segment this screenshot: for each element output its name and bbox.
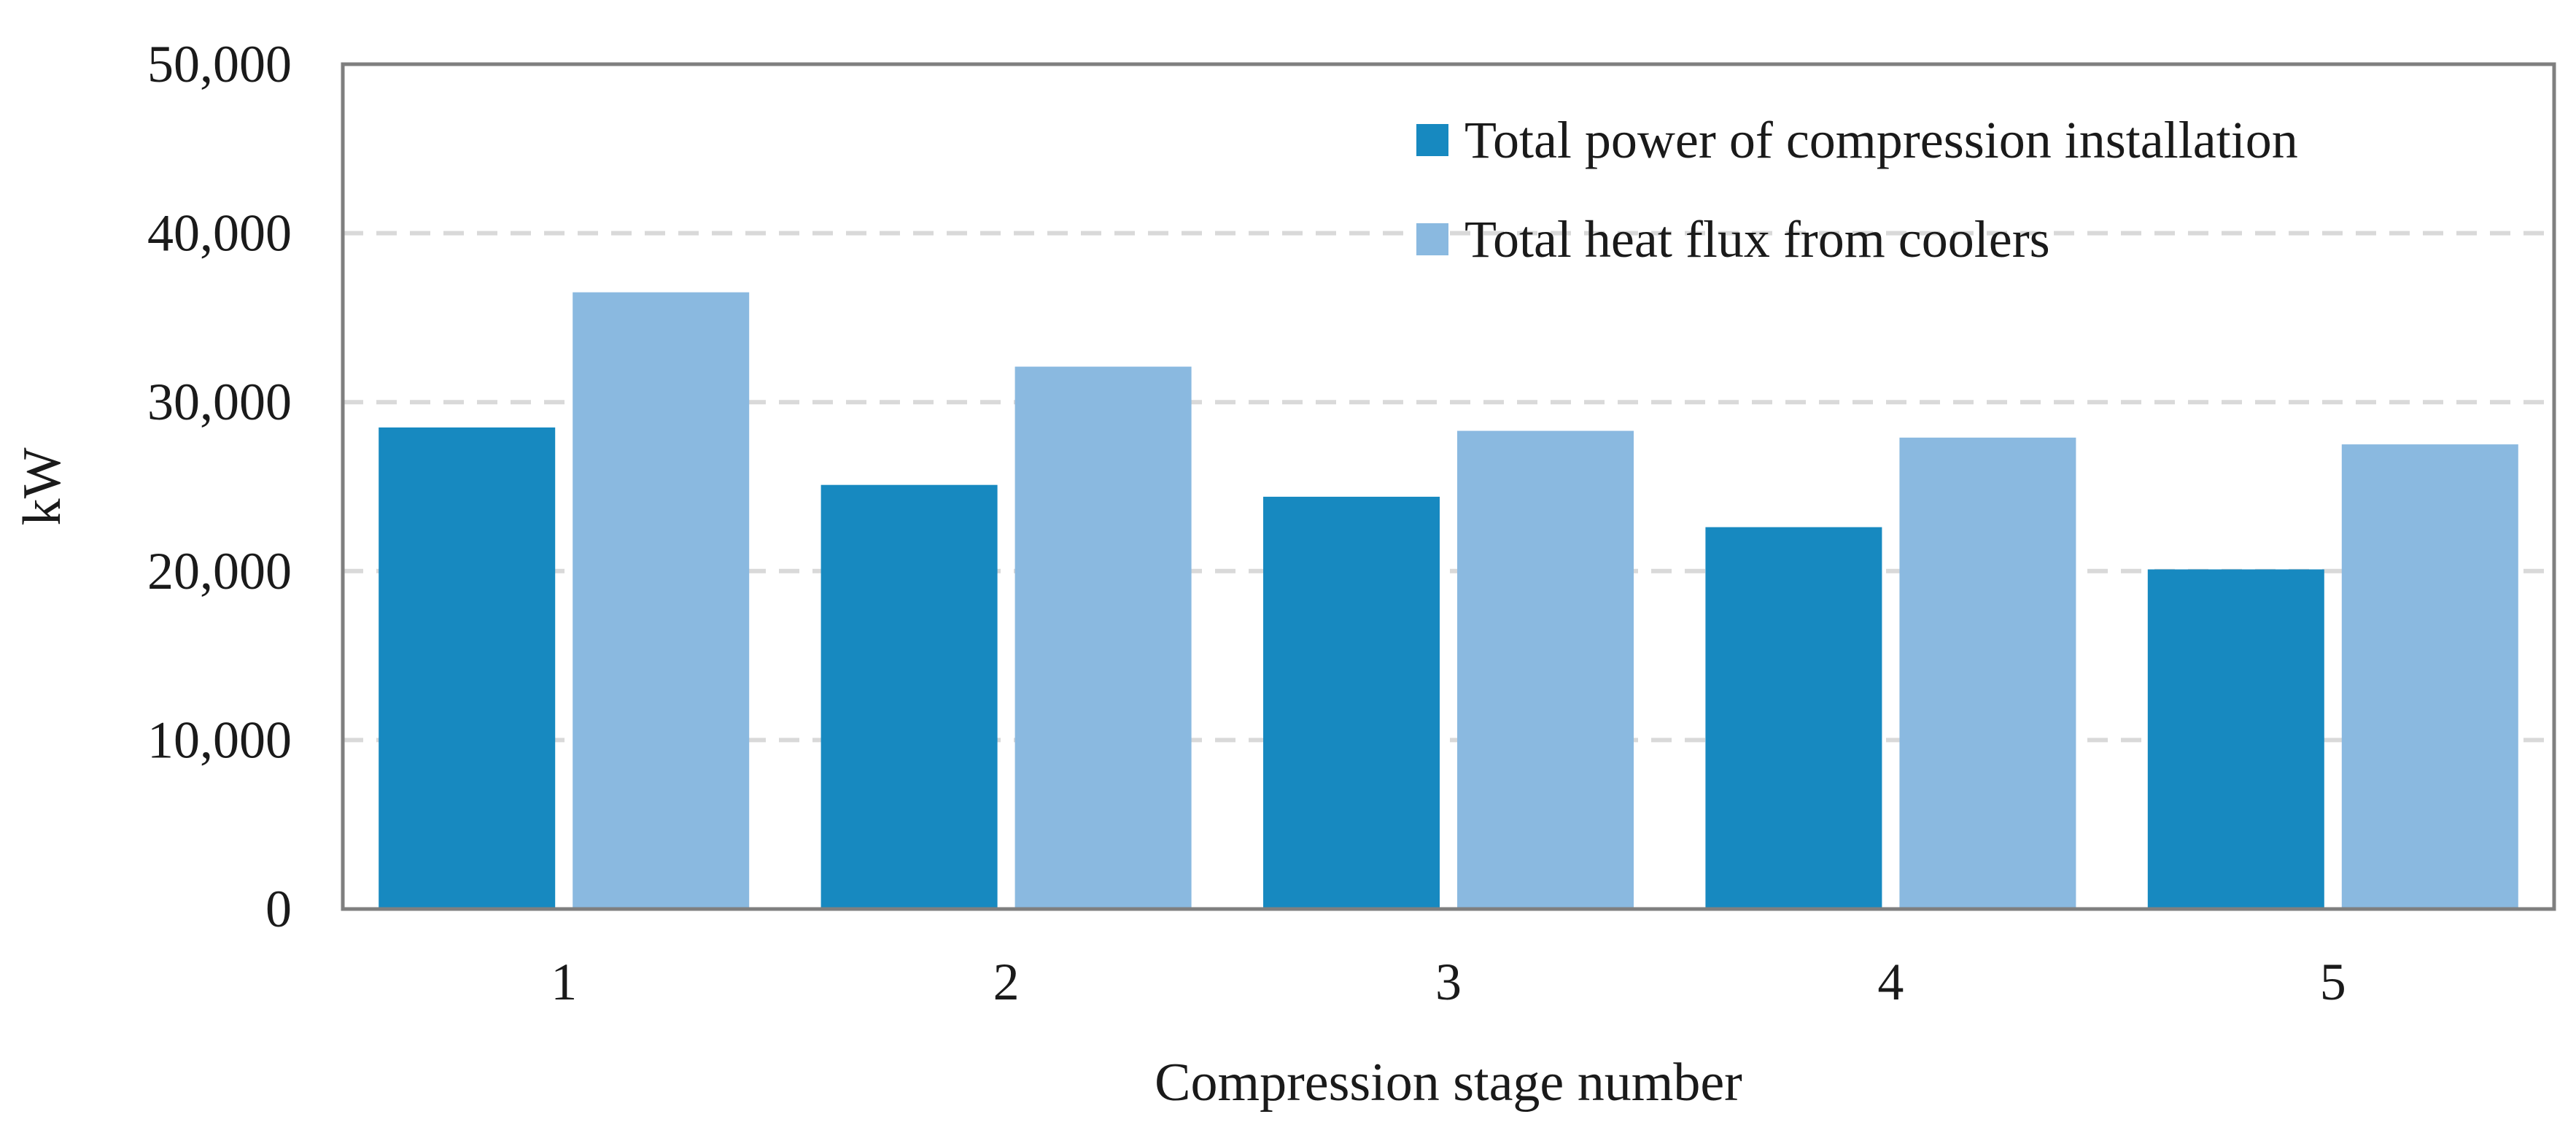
- x-tick-label: 1: [551, 953, 577, 1011]
- legend-label: Total heat flux from coolers: [1464, 210, 2050, 268]
- x-tick-label: 5: [2320, 953, 2346, 1011]
- legend-swatch: [1416, 223, 1448, 255]
- plot-frame: [341, 62, 2556, 911]
- x-tick-labels: 1 2 3 4 5: [551, 953, 2346, 1011]
- bar-series-1-stage-1: [379, 427, 556, 909]
- bar-series-1-stage-5: [2147, 569, 2324, 909]
- y-axis-title: kW: [12, 447, 72, 525]
- bar-series-2-stage-4: [1899, 437, 2076, 909]
- legend-item: Total power of compression installation: [1416, 111, 2298, 169]
- bar-series-2-stage-5: [2341, 444, 2518, 909]
- legend-swatch: [1416, 124, 1448, 156]
- bar-series-1-stage-2: [820, 484, 998, 909]
- bar-series-2-stage-2: [1015, 366, 1192, 910]
- bar-series-2-stage-1: [573, 292, 750, 909]
- y-tick-labels: 0 10,000 20,000 30,000 40,000 50,000: [147, 35, 292, 938]
- x-tick-label: 3: [1435, 953, 1462, 1011]
- y-tick-label: 0: [265, 880, 292, 938]
- bars: [379, 292, 2518, 910]
- legend-label: Total power of compression installation: [1464, 111, 2298, 169]
- y-tick-label: 30,000: [147, 373, 292, 431]
- y-tick-label: 10,000: [147, 711, 292, 769]
- x-tick-label: 2: [993, 953, 1020, 1011]
- y-tick-label: 50,000: [147, 35, 292, 93]
- legend-item: Total heat flux from coolers: [1416, 210, 2050, 268]
- x-axis-title: Compression stage number: [1155, 1053, 1742, 1113]
- bar-series-2-stage-3: [1457, 430, 1634, 909]
- bar-series-1-stage-3: [1263, 496, 1440, 909]
- legend: Total power of compression installation T…: [1416, 111, 2298, 268]
- y-tick-label: 40,000: [147, 204, 292, 263]
- bar-series-1-stage-4: [1705, 527, 1882, 909]
- x-tick-label: 4: [1877, 953, 1904, 1011]
- y-tick-label: 20,000: [147, 542, 292, 600]
